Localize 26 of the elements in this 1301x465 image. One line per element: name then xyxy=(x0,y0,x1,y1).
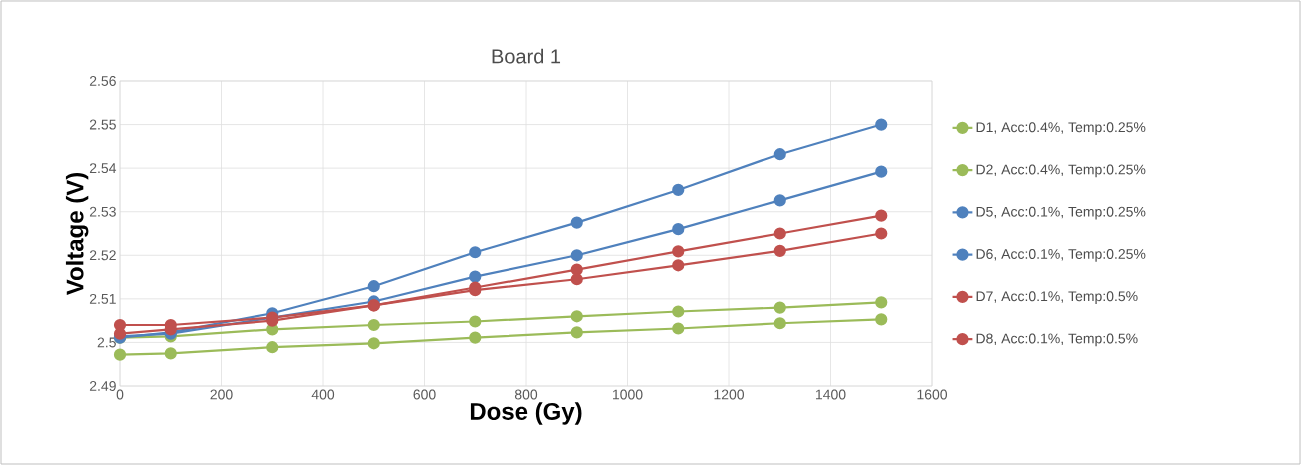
x-tick-label: 0 xyxy=(116,389,124,400)
y-tick-label: 2.53 xyxy=(89,206,116,217)
x-axis-title: Dose (Gy) xyxy=(470,402,582,425)
x-tick-label: 800 xyxy=(514,389,538,400)
legend-label: D1, Acc:0.4%, Temp:0.25% xyxy=(976,122,1146,135)
chart-title: Board 1 xyxy=(492,48,561,64)
x-tick-label: 1000 xyxy=(613,389,643,400)
legend-label: D8, Acc:0.1%, Temp:0.5% xyxy=(976,333,1138,347)
x-tick-label: 400 xyxy=(311,389,335,400)
y-tick-label: 2.52 xyxy=(89,250,116,261)
legend-label: D5, Acc:0.1%, Temp:0.25% xyxy=(976,206,1146,220)
y-tick-label: 2.55 xyxy=(89,119,116,130)
y-tick-label: 2.56 xyxy=(89,76,116,86)
x-tick-label: 1200 xyxy=(714,389,745,400)
y-axis-title: Voltage (V) xyxy=(65,172,89,296)
y-tick-label: 2.54 xyxy=(89,163,117,174)
legend-label: D6, Acc:0.1%, Temp:0.25% xyxy=(976,248,1146,262)
legend-label: D2, Acc:0.4%, Temp:0.25% xyxy=(976,164,1146,178)
x-tick-label: 1400 xyxy=(816,389,846,400)
x-tick-label: 200 xyxy=(210,389,233,400)
x-tick-label: 600 xyxy=(413,389,436,400)
x-tick-label: 1600 xyxy=(917,389,948,400)
legend-label: D7, Acc:0.1%, Temp:0.5% xyxy=(976,291,1138,304)
y-tick-label: 2.51 xyxy=(89,293,116,304)
y-tick-label: 2.5 xyxy=(97,337,116,348)
y-tick-label: 2.49 xyxy=(89,381,116,391)
